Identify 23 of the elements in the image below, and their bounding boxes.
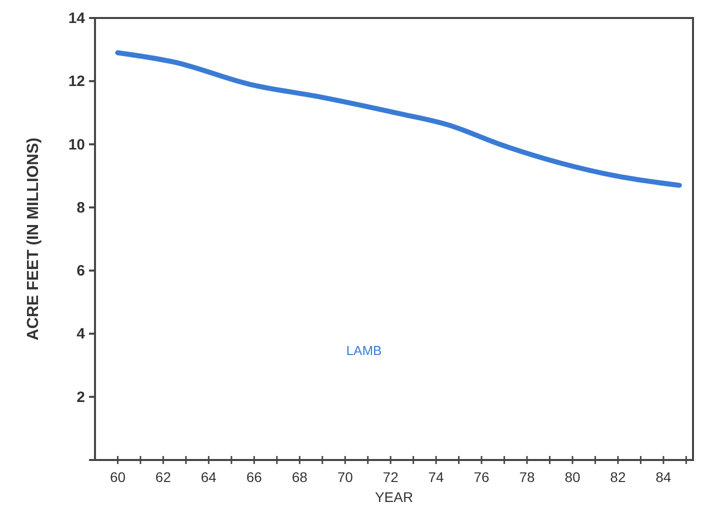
x-tick-label: 82	[610, 469, 626, 485]
y-axis-title: ACRE FEET (IN MILLIONS)	[25, 138, 42, 340]
x-tick-label: 84	[656, 469, 672, 485]
x-tick-label: 62	[155, 469, 172, 485]
x-tick-label: 76	[474, 469, 490, 485]
x-tick-label: 72	[382, 469, 399, 485]
x-tick-label: 70	[337, 469, 354, 485]
y-tick-label: 14	[68, 10, 86, 27]
x-axis-title: YEAR	[374, 489, 414, 505]
y-tick-label: 8	[76, 199, 85, 216]
y-tick-label: 6	[76, 262, 85, 280]
y-tick-label: 2	[76, 388, 85, 406]
y-tick-label: 12	[68, 73, 85, 90]
x-tick-label: 68	[292, 469, 308, 485]
x-tick-label: 66	[246, 469, 262, 485]
text: LAMB	[346, 343, 382, 358]
x-tick-label: 78	[519, 469, 536, 485]
y-tick-label: 10	[68, 136, 85, 154]
x-tick-label: 80	[564, 469, 580, 485]
x-tick-label: 74	[428, 469, 444, 485]
x-tick-label: 60	[110, 469, 126, 485]
y-tick-label: 4	[76, 326, 86, 343]
x-tick-label: 64	[200, 469, 217, 485]
